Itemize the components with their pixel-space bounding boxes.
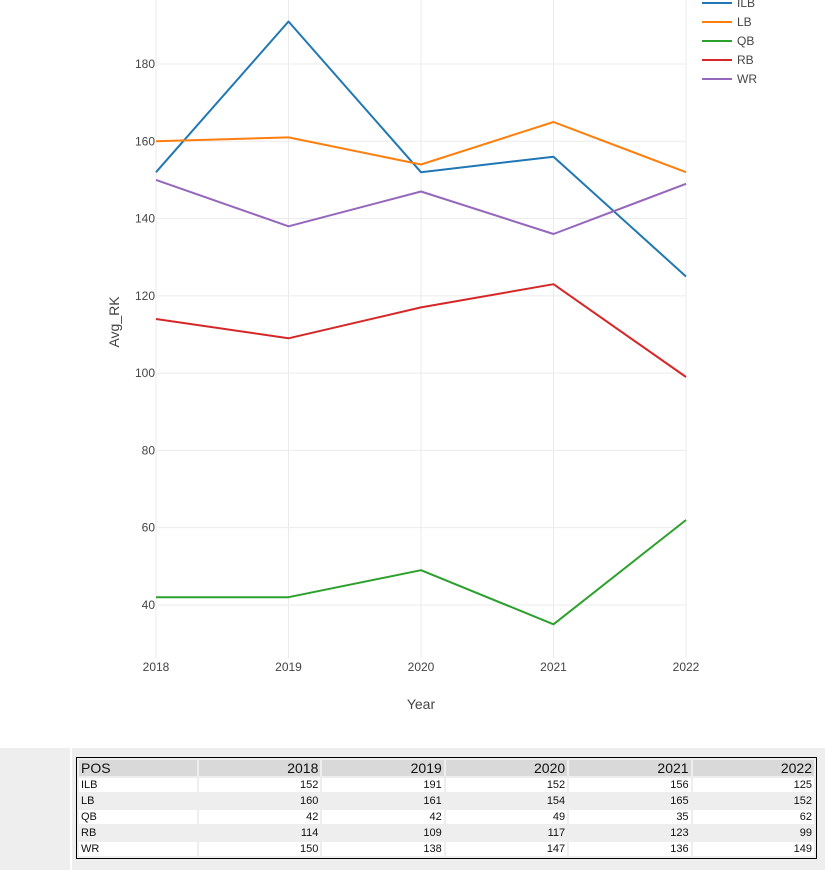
- data-table: POS 2018 2019 2020 2021 2022 ILB 152 191…: [76, 757, 817, 859]
- legend: ILB LB QB RB WR: [702, 0, 757, 86]
- x-tick-label: 2020: [408, 660, 435, 674]
- legend-label: ILB: [737, 0, 755, 10]
- cell-value: 191: [322, 778, 444, 792]
- series-line-ilb: [155, 20, 687, 278]
- cell-pos: WR: [79, 842, 197, 856]
- legend-label: RB: [737, 53, 754, 67]
- y-gridlines: [157, 63, 686, 606]
- cell-value: 62: [692, 810, 814, 824]
- table-row: ILB 152 191 152 156 125: [79, 778, 814, 792]
- x-tick-label: 2019: [275, 660, 302, 674]
- legend-label: QB: [737, 34, 754, 48]
- cell-value: 35: [569, 810, 691, 824]
- legend-label: LB: [737, 15, 752, 29]
- cell-pos: QB: [79, 810, 197, 824]
- cell-value: 123: [569, 826, 691, 840]
- cell-value: 125: [692, 778, 814, 792]
- cell-value: 117: [445, 826, 568, 840]
- header-2018: 2018: [199, 760, 321, 776]
- y-tick-label: 140: [135, 212, 155, 226]
- cell-value: 147: [445, 842, 568, 856]
- x-tick-label: 2021: [540, 660, 567, 674]
- series-lines: [155, 20, 687, 626]
- x-axis-title: Year: [407, 696, 436, 712]
- cell-value: 165: [569, 794, 691, 808]
- x-tick-labels: 2018 2019 2020 2021 2022: [143, 660, 700, 674]
- table-row: QB 42 42 49 35 62: [79, 810, 814, 824]
- table-row: RB 114 109 117 123 99: [79, 826, 814, 840]
- header-2019: 2019: [322, 760, 444, 776]
- left-panel: [0, 748, 70, 870]
- y-tick-label: 40: [142, 598, 156, 612]
- cell-value: 152: [199, 778, 321, 792]
- cell-value: 160: [199, 794, 321, 808]
- x-tick-label: 2018: [143, 660, 170, 674]
- y-tick-label: 80: [142, 443, 156, 457]
- legend-item-lb[interactable]: LB: [702, 15, 752, 29]
- header-2021: 2021: [569, 760, 691, 776]
- cell-pos: ILB: [79, 778, 197, 792]
- y-axis-title: Avg_RK: [106, 296, 122, 348]
- cell-value: 42: [199, 810, 321, 824]
- cell-pos: LB: [79, 794, 197, 808]
- legend-item-wr[interactable]: WR: [702, 72, 757, 86]
- legend-label: WR: [737, 72, 757, 86]
- legend-item-qb[interactable]: QB: [702, 34, 754, 48]
- series-line-qb: [156, 519, 687, 626]
- y-tick-label: 100: [135, 366, 155, 380]
- series-line-wr: [155, 178, 687, 235]
- table-row: LB 160 161 154 165 152: [79, 794, 814, 808]
- y-tick-label: 120: [135, 289, 155, 303]
- x-tick-label: 2022: [673, 660, 700, 674]
- header-2020: 2020: [445, 760, 568, 776]
- line-chart: 2018 2019 2020 2021 2022 40 60 80 100 120 140 160 1…: [106, 0, 757, 712]
- table-header-row: POS 2018 2019 2020 2021 2022: [79, 760, 814, 776]
- cell-value: 150: [199, 842, 321, 856]
- cell-value: 154: [445, 794, 568, 808]
- cell-value: 138: [322, 842, 444, 856]
- cell-value: 161: [322, 794, 444, 808]
- cell-value: 152: [692, 794, 814, 808]
- series-line-lb: [155, 121, 687, 174]
- y-tick-labels: 40 60 80 100 120 140 160 180: [135, 57, 155, 612]
- y-tick-label: 160: [135, 134, 155, 148]
- table-row: WR 150 138 147 136 149: [79, 842, 814, 856]
- cell-value: 109: [322, 826, 444, 840]
- y-tick-label: 60: [142, 521, 156, 535]
- header-pos: POS: [79, 760, 197, 776]
- cell-pos: RB: [79, 826, 197, 840]
- series-line-rb: [155, 283, 687, 378]
- y-tick-label: 180: [135, 57, 155, 71]
- legend-item-rb[interactable]: RB: [702, 53, 754, 67]
- cell-value: 99: [692, 826, 814, 840]
- cell-value: 114: [199, 826, 321, 840]
- cell-value: 152: [445, 778, 568, 792]
- cell-value: 49: [445, 810, 568, 824]
- cell-value: 136: [569, 842, 691, 856]
- cell-value: 149: [692, 842, 814, 856]
- legend-item-ilb[interactable]: ILB: [702, 0, 755, 10]
- cell-value: 156: [569, 778, 691, 792]
- x-gridlines: [155, 0, 687, 658]
- cell-value: 42: [322, 810, 444, 824]
- header-2022: 2022: [692, 760, 814, 776]
